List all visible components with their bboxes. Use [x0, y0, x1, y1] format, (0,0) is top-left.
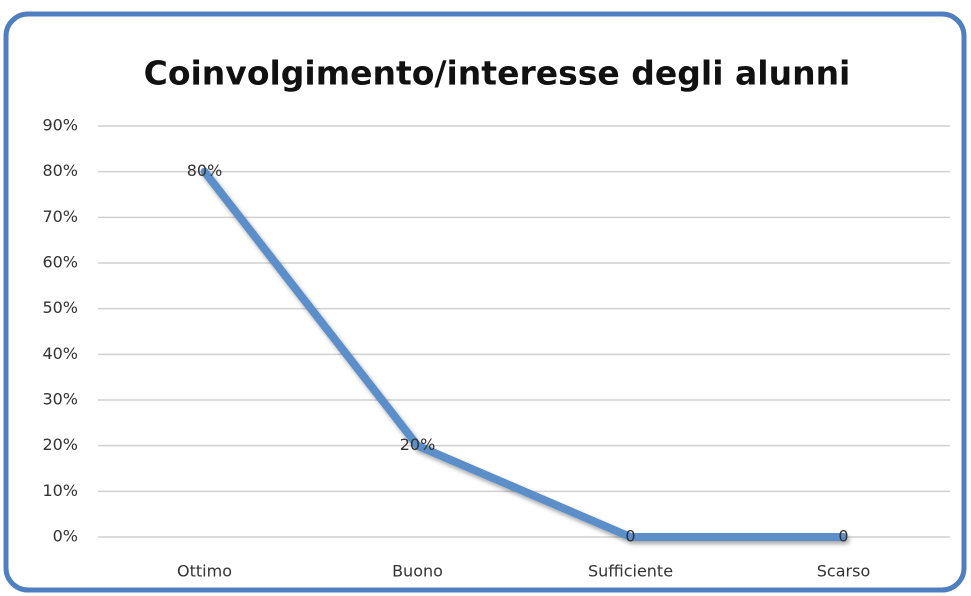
data-label: 80%: [187, 161, 223, 180]
chart-frame: [3, 11, 967, 593]
chart-title: Coinvolgimento/interesse degli alunni: [144, 54, 851, 93]
x-tick-label: Scarso: [817, 562, 870, 581]
x-tick-label: Ottimo: [177, 562, 232, 581]
x-tick-label: Buono: [392, 562, 443, 581]
y-tick-label: 30%: [42, 390, 78, 409]
data-label: 0: [625, 527, 635, 546]
y-tick-label: 40%: [42, 344, 78, 363]
x-tick-label: Sufficiente: [588, 562, 673, 581]
y-tick-label: 90%: [42, 116, 78, 135]
y-tick-label: 60%: [42, 253, 78, 272]
y-tick-label: 10%: [42, 481, 78, 500]
data-label: 20%: [400, 435, 436, 454]
y-tick-label: 70%: [42, 207, 78, 226]
data-line: [200, 167, 848, 541]
y-tick-label: 20%: [42, 435, 78, 454]
data-label: 0: [838, 527, 848, 546]
y-tick-label: 50%: [42, 298, 78, 317]
y-tick-label: 0%: [53, 527, 78, 546]
y-tick-label: 80%: [42, 161, 78, 180]
